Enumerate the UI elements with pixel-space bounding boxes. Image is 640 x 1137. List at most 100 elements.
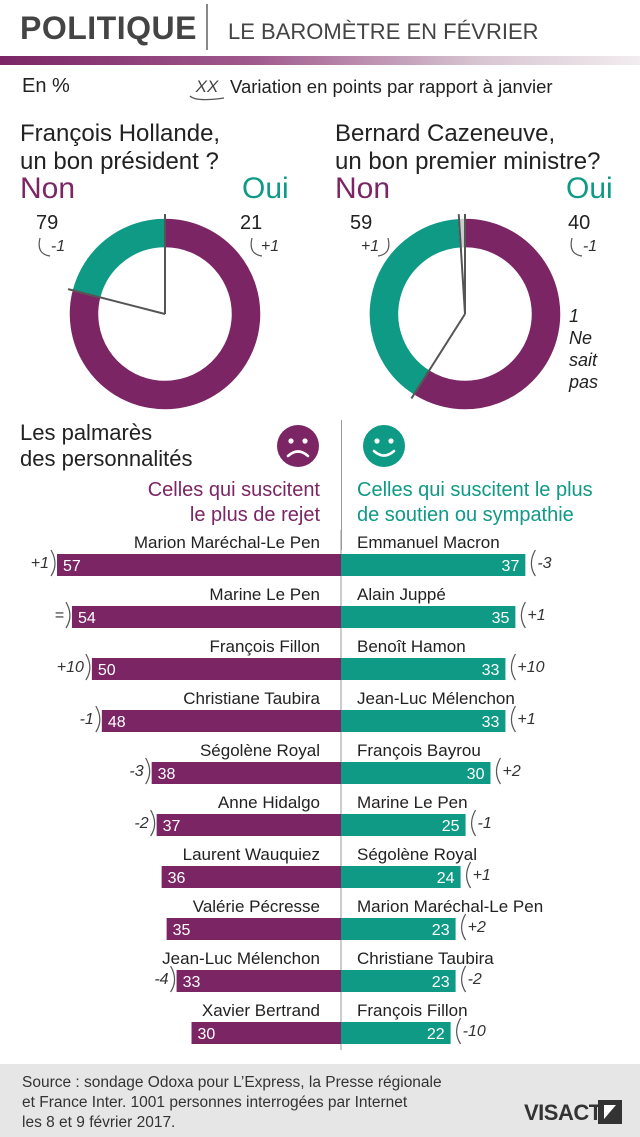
hollande-oui-label: Oui: [242, 172, 289, 205]
soutien-bar-benoit-hamon: [341, 658, 506, 680]
rejet-bar-marine-le-pen: [71, 606, 342, 628]
cazeneuve-title-line1: Bernard Cazeneuve,: [335, 120, 556, 147]
soutien-bar-jean-luc-melenchon: [341, 710, 506, 732]
visactu-logo-icon: [598, 1100, 622, 1124]
rejet-bar-christiane-taubira: [101, 710, 341, 732]
hollande-non-variation: -1: [38, 237, 65, 257]
cazeneuve-oui-variation-text: -1: [583, 238, 597, 255]
soutien-variation-marine-le-pen-arc: [470, 809, 477, 837]
soutien-variation-jean-luc-melenchon-arc: [510, 705, 516, 733]
soutien-variation-francois-fillon-arc: [456, 1017, 462, 1045]
cazeneuve-oui-label: Oui: [566, 172, 613, 205]
rejet-variation-marine-le-pen: =: [55, 607, 64, 624]
cazeneuve-nsp-line3: pas: [569, 372, 599, 392]
cazeneuve-nsp-line1: Ne: [569, 328, 593, 348]
soutien-variation-benoit-hamon: +10: [517, 659, 544, 676]
rejet-label-xavier-bertrand: Xavier Bertrand: [202, 1001, 320, 1020]
rejet-subtitle-line1: Celles qui suscitent: [147, 479, 320, 501]
soutien-bar-emmanuel-macron: [341, 554, 526, 576]
cazeneuve-non-label: Non: [335, 172, 391, 205]
rejet-label-laurent-wauquiez: Laurent Wauquiez: [183, 845, 320, 864]
soutien-value-segolene-royal: 24: [437, 870, 455, 887]
soutien-label-emmanuel-macron: Emmanuel Macron: [357, 533, 500, 552]
rejet-label-anne-hidalgo: Anne Hidalgo: [218, 793, 320, 812]
soutien-bar-christiane-taubira: [341, 970, 456, 992]
hollande-oui-variation-text: +1: [261, 238, 279, 255]
rankings-title: Les palmarès des personnalités: [20, 420, 192, 472]
variation-legend-symbol: XX: [195, 77, 219, 96]
soutien-value-francois-bayrou: 30: [467, 766, 485, 783]
soutien-variation-segolene-royal-arc: [465, 861, 472, 889]
soutien-bar-marine-le-pen: [341, 814, 466, 836]
rejet-label-christiane-taubira: Christiane Taubira: [183, 689, 320, 708]
rejet-bar-xavier-bertrand: [191, 1022, 341, 1044]
rejet-value-xavier-bertrand: 30: [198, 1026, 216, 1043]
soutien-variation-christiane-taubira-arc: [460, 965, 467, 993]
page-title: POLITIQUE: [20, 10, 197, 46]
soutien-label-alain-juppe: Alain Juppé: [357, 585, 446, 604]
soutien-subtitle-line2: de soutien ou sympathie: [357, 504, 574, 526]
hollande-title: François Hollande, un bon président ?: [20, 120, 220, 176]
hollande-slice-non: [68, 217, 262, 411]
rejet-variation-jean-luc-melenchon-arc: [170, 965, 176, 993]
hollande-needle-1: [67, 288, 166, 315]
rejet-label-segolene-royal: Ségolène Royal: [200, 741, 320, 760]
soutien-variation-marion-marechal-le-pen-arc: [460, 913, 467, 941]
hollande-oui-variation: +1: [250, 237, 279, 257]
soutien-value-francois-fillon: 22: [427, 1026, 445, 1043]
rejet-variation-jean-luc-melenchon: -4: [154, 971, 168, 988]
header-divider: [206, 4, 208, 50]
cazeneuve-needle-1: [410, 313, 466, 399]
rejet-variation-segolene-royal: -3: [129, 763, 143, 780]
soutien-variation-francois-bayrou: +2: [502, 763, 520, 780]
cazeneuve-nsp-label: 1 Ne sait pas: [569, 305, 598, 393]
soutien-label-segolene-royal: Ségolène Royal: [357, 845, 477, 864]
soutien-value-marion-marechal-le-pen: 23: [432, 922, 450, 939]
rejet-label-valerie-pecresse: Valérie Pécresse: [193, 897, 320, 916]
rankings-title-line1: Les palmarès: [20, 420, 153, 445]
source-line2: et France Inter. 1001 personnes interrog…: [22, 1094, 408, 1111]
source-line1: Source : sondage Odoxa pour L’Express, l…: [22, 1074, 442, 1091]
cazeneuve-donut: [368, 214, 562, 411]
rejet-variation-anne-hidalgo: -2: [134, 815, 148, 832]
soutien-variation-marine-le-pen: -1: [478, 815, 492, 832]
cazeneuve-title: Bernard Cazeneuve, un bon premier minist…: [335, 120, 600, 176]
cazeneuve-non-variation: +1: [361, 237, 390, 257]
unit-label: En %: [22, 75, 70, 97]
cazeneuve-non-value: 59: [350, 212, 373, 234]
rejet-value-laurent-wauquiez: 36: [168, 870, 186, 887]
footer: Source : sondage Odoxa pour L’Express, l…: [0, 1064, 640, 1137]
rejet-bar-valerie-pecresse: [166, 918, 341, 940]
soutien-variation-christiane-taubira: -2: [468, 971, 482, 988]
soutien-subtitle: Celles qui suscitent le plus de soutien …: [357, 478, 593, 528]
soutien-variation-alain-juppe-arc: [520, 601, 526, 629]
soutien-value-benoit-hamon: 33: [482, 662, 500, 679]
rejet-variation-marine-le-pen-arc: [65, 601, 71, 629]
rankings-title-line2: des personnalités: [20, 446, 193, 471]
soutien-bar-francois-fillon: [341, 1022, 451, 1044]
soutien-label-marion-marechal-le-pen: Marion Maréchal-Le Pen: [357, 897, 543, 916]
rejet-subtitle-line2: le plus de rejet: [189, 504, 320, 526]
soutien-label-jean-luc-melenchon: Jean-Luc Mélenchon: [357, 689, 515, 708]
rejet-value-marine-le-pen: 54: [78, 610, 96, 627]
rankings-divider: [341, 420, 342, 550]
soutien-label-francois-fillon: François Fillon: [357, 1001, 468, 1020]
rejet-value-christiane-taubira: 48: [108, 714, 126, 731]
sad-face-icon: [277, 425, 319, 467]
rejet-value-segolene-royal: 38: [158, 766, 176, 783]
variation-legend-text: Variation en points par rapport à janvie…: [230, 76, 553, 97]
rejet-value-valerie-pecresse: 35: [173, 922, 191, 939]
soutien-value-marine-le-pen: 25: [442, 818, 460, 835]
rejet-label-francois-fillon: François Fillon: [209, 637, 320, 656]
soutien-value-christiane-taubira: 23: [432, 974, 450, 991]
soutien-bar-segolene-royal: [341, 866, 461, 888]
soutien-variation-francois-fillon: -10: [463, 1023, 486, 1040]
soutien-value-jean-luc-melenchon: 33: [482, 714, 500, 731]
cazeneuve-oui-variation: -1: [570, 237, 597, 257]
rejet-subtitle: Celles qui suscitent le plus de rejet: [148, 478, 320, 528]
soutien-label-francois-bayrou: François Bayrou: [357, 741, 481, 760]
rejet-label-jean-luc-melenchon: Jean-Luc Mélenchon: [162, 949, 320, 968]
soutien-variation-jean-luc-melenchon: +1: [517, 711, 535, 728]
soutien-label-benoit-hamon: Benoît Hamon: [357, 637, 466, 656]
page-subtitle: LE BAROMÈTRE EN FÉVRIER: [228, 19, 539, 44]
